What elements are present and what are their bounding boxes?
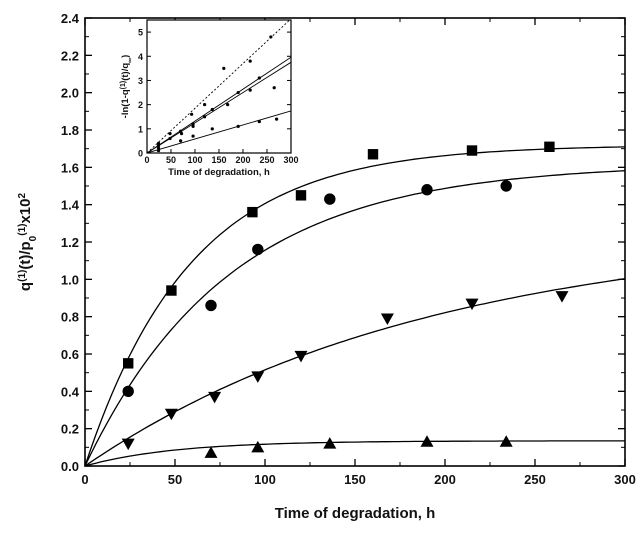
inset-data-point [257, 76, 261, 80]
inset-plot: 0 50 100 150 200 250 300 0 1 2 3 4 5 Time of degradat… [120, 19, 299, 178]
fit-curve-triangle-up [84, 440, 625, 467]
inset-data-point [191, 124, 195, 128]
y-tick-label: 1.6 [61, 160, 79, 175]
y-tick-label: 1.2 [61, 235, 79, 250]
y-tick-label: 0.8 [61, 310, 79, 325]
inset-fit-line [147, 56, 291, 153]
y-tick-label: 0.2 [61, 422, 79, 437]
inset-data-point [168, 136, 172, 141]
y-tick-label: 1.8 [61, 123, 79, 138]
y-tick-label: 0.0 [61, 459, 79, 474]
inset-data-point [272, 86, 276, 90]
inset-y-tick-label: 1 [138, 124, 143, 134]
inset-data-point [269, 35, 273, 39]
inset-x-tick-label: 100 [187, 155, 202, 165]
inset-fit-line [147, 20, 291, 153]
inset-x-tick-label: 250 [259, 155, 274, 165]
inset-data-point [190, 112, 194, 116]
x-tick-label: 250 [524, 472, 546, 487]
inset-x-tick-label: 50 [166, 155, 176, 165]
x-tick-label: 300 [614, 472, 636, 487]
inset-data-point [210, 107, 214, 112]
data-point-square [295, 190, 307, 201]
inset-data-point [210, 127, 214, 131]
inset-y-tick-label: 3 [138, 76, 143, 86]
inset-data-point [257, 119, 261, 124]
y-tick-label: 2.2 [61, 48, 79, 63]
data-point-triangle-down [465, 298, 479, 311]
fit-curve-triangle-down [84, 278, 626, 467]
data-point-square [544, 141, 555, 152]
inset-y-tick-label: 0 [138, 149, 143, 159]
data-point-triangle-up [420, 435, 434, 447]
inset-data-point [248, 88, 252, 92]
x-tick-label: 50 [168, 472, 182, 487]
data-point-triangle-down [251, 371, 265, 383]
inset-data-point [156, 141, 161, 145]
data-point-triangle-down [555, 291, 569, 303]
x-tick-label: 0 [81, 472, 88, 487]
fit-curve-square [84, 146, 626, 467]
inset-data-point [275, 117, 279, 121]
data-point-square [367, 149, 379, 160]
y-tick-label: 1.4 [61, 198, 80, 213]
inset-data-point [203, 103, 207, 107]
data-point-triangle-down [208, 391, 222, 404]
inset-data-point [222, 66, 226, 70]
data-point-triangle-up [323, 437, 337, 449]
inset-data-point [203, 115, 207, 119]
inset-data-point [226, 103, 230, 107]
data-point-triangle-down [121, 438, 135, 451]
inset-y-axis-title: -ln(1-q(1)(t)/q∞) [120, 55, 134, 119]
inset-data-point [236, 90, 240, 95]
inset-data-point [156, 148, 161, 153]
y-tick-label: 2.0 [61, 86, 79, 101]
inset-data-point [179, 132, 184, 136]
inset-data-point [191, 134, 195, 138]
inset-data-point [248, 59, 252, 63]
inset-x-tick-label: 300 [283, 155, 298, 165]
inset-data-point [179, 139, 183, 143]
y-tick-label: 2.4 [61, 11, 80, 26]
data-point-circle [205, 299, 217, 312]
x-axis-title: Time of degradation, h [275, 505, 436, 522]
data-point-circle [324, 193, 336, 205]
data-point-triangle-up [204, 446, 218, 458]
data-point-circle [500, 180, 512, 192]
inset-x-tick-label: 0 [144, 155, 149, 165]
data-point-triangle-down [380, 313, 394, 326]
data-point-triangle-up [499, 435, 513, 447]
data-point-circle [122, 385, 134, 398]
inset-x-axis-title: Time of degradation, h [168, 167, 270, 178]
inset-x-tick-label: 150 [211, 155, 226, 165]
y-tick-label: 0.6 [61, 347, 79, 362]
data-point-square [466, 145, 478, 156]
inset-data-point [168, 132, 172, 136]
x-tick-label: 100 [254, 472, 276, 487]
x-tick-label: 150 [344, 472, 366, 487]
fit-curve-circle [84, 170, 626, 467]
data-point-triangle-down [294, 350, 308, 363]
data-point-circle [252, 243, 264, 256]
data-point-square [166, 285, 177, 296]
data-point-square [247, 206, 258, 218]
data-point-square [123, 358, 134, 369]
data-point-circle [421, 184, 433, 196]
inset-data-point [236, 124, 240, 128]
inset-x-tick-label: 200 [235, 155, 250, 165]
data-point-triangle-down [164, 408, 178, 421]
inset-y-tick-label: 2 [138, 100, 143, 110]
inset-y-tick-label: 5 [138, 28, 143, 38]
y-axis-title: q(1)(t)/p0(1)x102 [17, 193, 39, 292]
data-point-triangle-up [251, 440, 265, 453]
x-tick-label: 200 [434, 472, 456, 487]
y-tick-label: 1.0 [61, 272, 79, 287]
y-tick-label: 0.4 [61, 384, 80, 399]
inset-fit-line [147, 110, 291, 153]
main-plot: 0 50 100 150 200 250 3000.00.20.40.60.81.01.21… [17, 11, 636, 522]
inset-y-tick-label: 4 [138, 52, 143, 62]
